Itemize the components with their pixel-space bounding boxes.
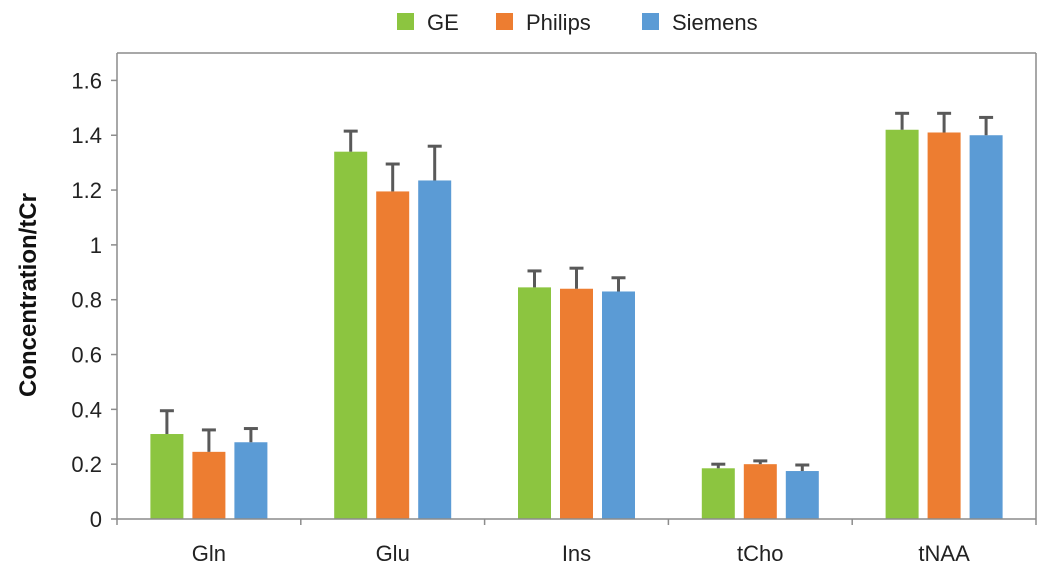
bar-ge: [885, 129, 919, 520]
bar-ge: [150, 434, 184, 519]
bar-siemens: [602, 291, 635, 519]
legend: GE Philips Siemens: [397, 10, 758, 35]
bar-philips: [560, 288, 593, 519]
y-tick-label: 1.6: [71, 68, 102, 93]
bar-ge: [334, 151, 368, 519]
y-tick-label: 0: [90, 507, 102, 532]
legend-swatch-siemens: [642, 13, 659, 30]
y-axis-label: Concentration/tCr: [15, 193, 42, 397]
bar-philips: [192, 451, 226, 519]
y-tick-label: 0.8: [71, 288, 102, 313]
x-category-label: Ins: [562, 541, 591, 566]
x-category-label: Glu: [376, 541, 410, 566]
y-tick-label: 0.6: [71, 343, 102, 368]
legend-label-siemens: Siemens: [672, 10, 758, 35]
bar-siemens: [785, 471, 819, 519]
bar-ge: [518, 287, 551, 519]
bar-ge: [701, 468, 735, 519]
bar-siemens: [969, 135, 1003, 519]
y-tick-label: 1.2: [71, 178, 102, 203]
y-tick-label: 1: [90, 233, 102, 258]
x-category-label: tCho: [737, 541, 783, 566]
x-category-label: tNAA: [918, 541, 970, 566]
legend-swatch-philips: [496, 13, 513, 30]
bar-philips: [376, 191, 410, 519]
x-category-label: Gln: [192, 541, 226, 566]
bar-siemens: [234, 442, 268, 519]
y-tick-label: 0.4: [71, 397, 102, 422]
bar-philips: [743, 464, 777, 519]
bars: [150, 129, 1003, 520]
legend-swatch-ge: [397, 13, 414, 30]
legend-label-philips: Philips: [526, 10, 591, 35]
y-tick-label: 0.2: [71, 452, 102, 477]
error-bars: [159, 111, 994, 472]
x-axis: Gln Glu Ins tCho tNAA: [116, 518, 1037, 566]
bar-philips: [927, 132, 961, 519]
y-axis: 0 0.2 0.4 0.6 0.8 1 1.2 1.4 1.6: [71, 52, 1037, 532]
bar-siemens: [418, 180, 452, 519]
y-tick-label: 1.4: [71, 123, 102, 148]
legend-label-ge: GE: [427, 10, 459, 35]
